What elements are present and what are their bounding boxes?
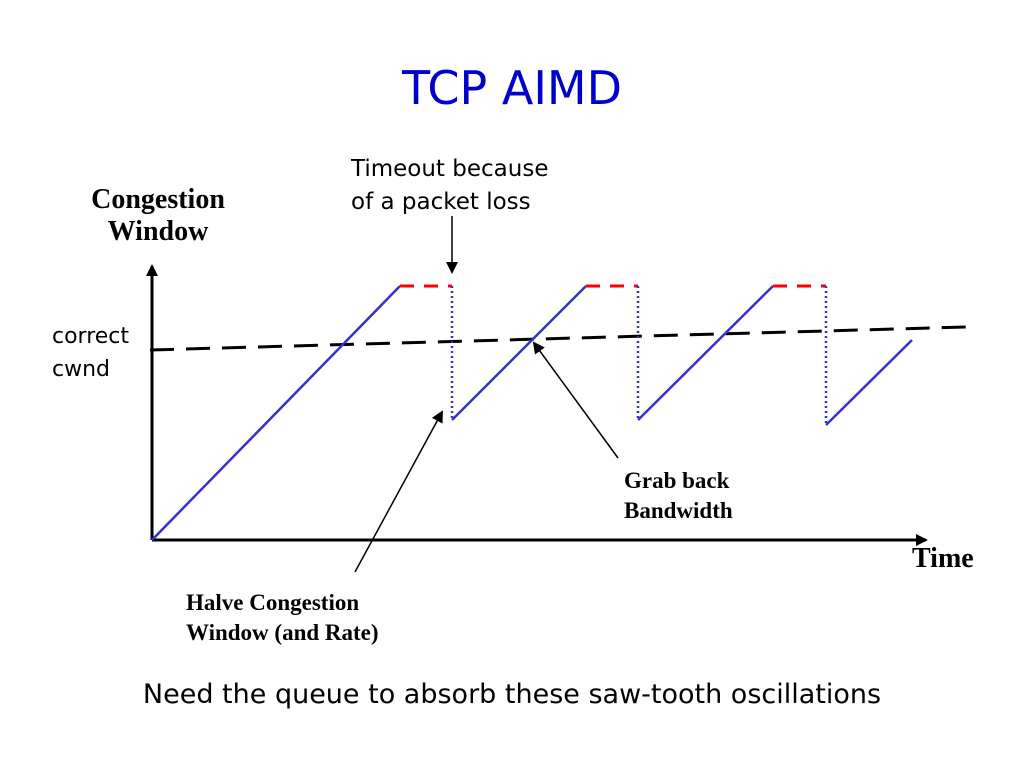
grab-back-annotation: Grab back Bandwidth xyxy=(624,468,733,523)
y-axis-label: Congestion Window xyxy=(91,184,225,247)
halve-annotation: Halve Congestion Window (and Rate) xyxy=(186,590,379,645)
correct-cwnd-annotation: correct cwnd xyxy=(52,324,130,382)
cwnd-ramp xyxy=(637,285,774,421)
cwnd-ramp xyxy=(151,285,401,541)
slide-caption: Need the queue to absorb these saw-tooth… xyxy=(142,679,882,710)
cwnd-ramp xyxy=(451,285,587,421)
slide-title: TCP AIMD xyxy=(401,61,623,115)
correct-cwnd-line xyxy=(149,325,967,352)
grab-back-arrow xyxy=(532,341,619,459)
halve-arrow xyxy=(354,410,443,573)
x-axis-label: Time xyxy=(912,543,974,574)
cwnd-ramp xyxy=(825,339,913,426)
timeout-annotation: Timeout because of a packet loss xyxy=(351,156,549,215)
